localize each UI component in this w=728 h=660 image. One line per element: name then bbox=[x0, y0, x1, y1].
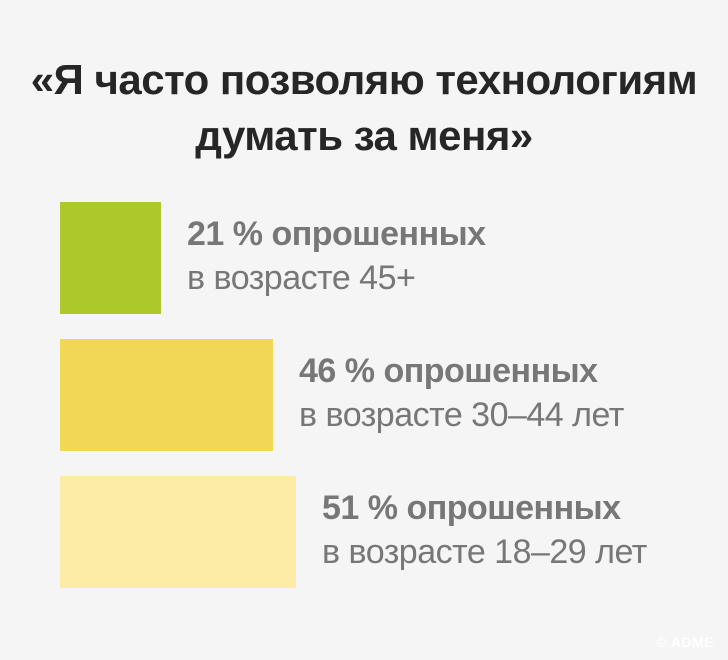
bar-3 bbox=[60, 476, 296, 588]
chart-title-line-1: «Я часто позволяю технологиям bbox=[30, 56, 698, 103]
chart-title-line-2: думать за меня» bbox=[195, 112, 533, 159]
bar-category-label: в возрасте 45+ bbox=[187, 259, 416, 297]
watermark: © ADME bbox=[656, 634, 714, 650]
bar-value-label: 46 % опрошенных bbox=[299, 352, 598, 390]
bar-value-label: 21 % опрошенных bbox=[187, 215, 486, 253]
bar-label-1: 21 % опрошенных в возрасте 45+ bbox=[187, 212, 486, 300]
bar-category-label: в возрасте 30–44 лет bbox=[299, 396, 624, 434]
bar-category-label: в возрасте 18–29 лет bbox=[322, 533, 647, 571]
bar-1 bbox=[60, 202, 161, 314]
bar-label-2: 46 % опрошенных в возрасте 30–44 лет bbox=[299, 349, 624, 437]
bar-label-3: 51 % опрошенных в возрасте 18–29 лет bbox=[322, 486, 647, 574]
bar-2 bbox=[60, 339, 273, 451]
bar-value-label: 51 % опрошенных bbox=[322, 489, 621, 527]
chart-title: «Я часто позволяю технологиям думать за … bbox=[0, 52, 728, 164]
